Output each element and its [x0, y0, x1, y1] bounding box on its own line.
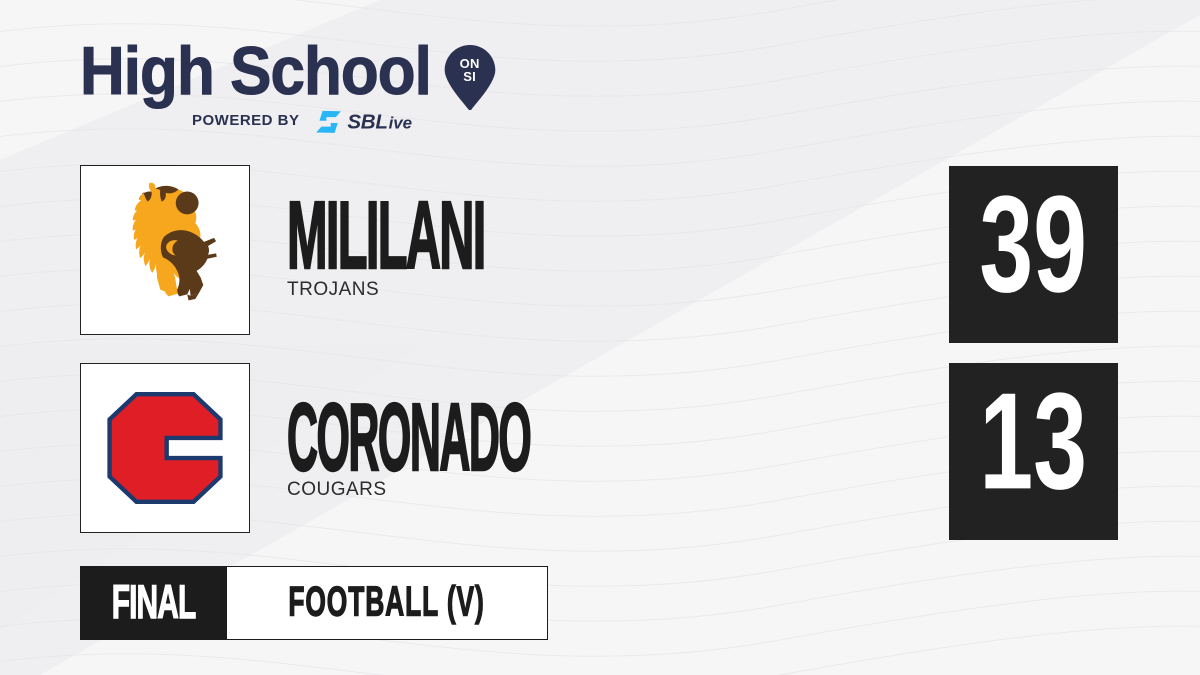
svg-text:ive: ive: [388, 114, 411, 133]
svg-text:SBL: SBL: [347, 111, 387, 133]
